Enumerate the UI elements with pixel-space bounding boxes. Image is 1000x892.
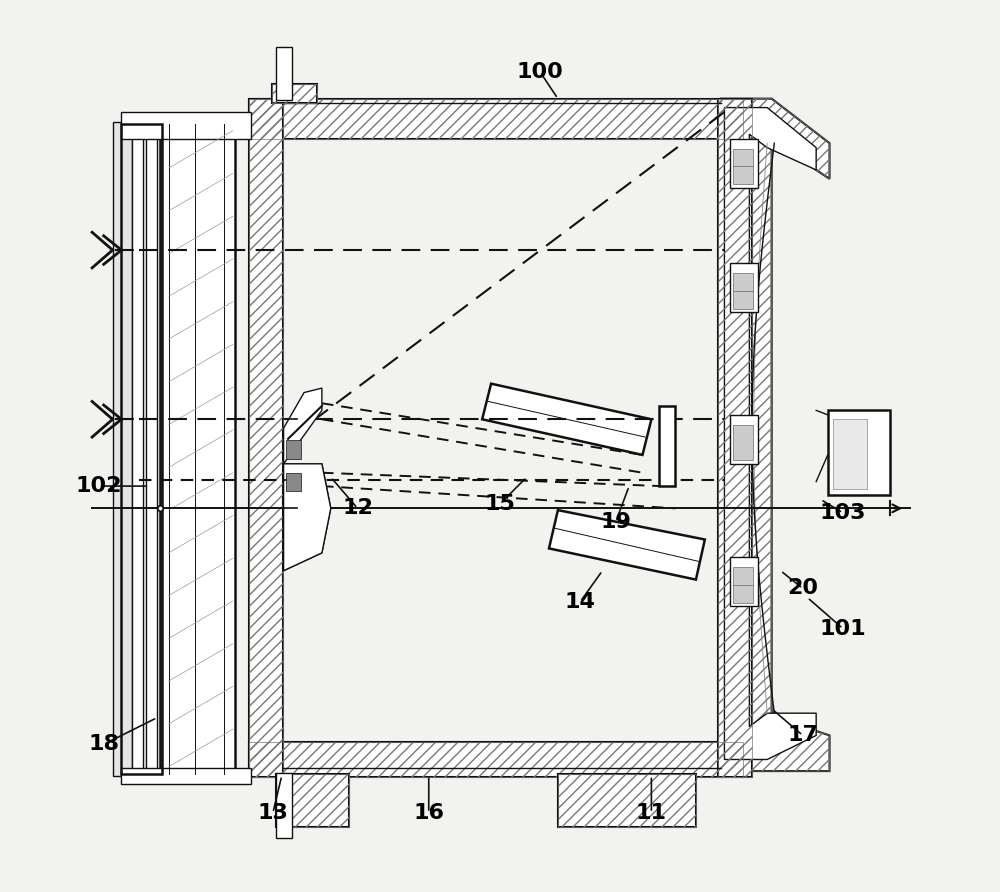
Polygon shape — [724, 108, 816, 759]
Bar — [730, 415, 758, 464]
Text: 103: 103 — [820, 503, 866, 523]
Bar — [730, 139, 758, 187]
Bar — [828, 410, 890, 495]
Bar — [276, 772, 292, 838]
Bar — [833, 419, 867, 489]
Polygon shape — [549, 510, 705, 580]
Text: 13: 13 — [257, 803, 288, 823]
Bar — [733, 567, 753, 603]
Bar — [659, 406, 675, 486]
Text: 11: 11 — [636, 803, 667, 823]
Text: 12: 12 — [342, 499, 373, 518]
Bar — [558, 773, 696, 827]
Bar — [249, 99, 283, 777]
Polygon shape — [284, 464, 331, 571]
Bar — [249, 99, 743, 139]
Polygon shape — [482, 384, 651, 455]
Bar — [733, 425, 753, 460]
Polygon shape — [284, 388, 322, 464]
Bar — [121, 768, 251, 784]
Text: 100: 100 — [517, 62, 563, 82]
Bar — [733, 273, 753, 309]
Bar — [249, 99, 743, 139]
Text: 16: 16 — [413, 803, 444, 823]
Bar — [121, 112, 251, 139]
Text: 17: 17 — [787, 725, 818, 746]
Bar — [276, 773, 349, 827]
Bar — [730, 263, 758, 312]
Bar — [160, 124, 235, 773]
Bar — [718, 99, 752, 777]
Polygon shape — [721, 99, 830, 771]
Bar — [733, 149, 753, 184]
Text: 102: 102 — [76, 476, 122, 496]
Bar — [286, 440, 301, 459]
Bar — [286, 473, 301, 491]
Bar — [249, 99, 283, 777]
Bar — [132, 124, 143, 773]
Polygon shape — [284, 464, 331, 571]
Text: 15: 15 — [485, 494, 515, 514]
Bar — [276, 773, 349, 827]
Bar — [249, 741, 743, 777]
Text: 18: 18 — [88, 734, 119, 755]
Text: 20: 20 — [787, 579, 818, 599]
Bar — [272, 84, 317, 103]
Bar — [558, 773, 696, 827]
Bar — [730, 558, 758, 607]
Bar — [718, 99, 752, 777]
Text: 19: 19 — [600, 512, 631, 532]
Bar — [113, 122, 132, 775]
Bar — [249, 741, 743, 777]
Bar — [146, 124, 157, 773]
Text: 14: 14 — [565, 592, 596, 612]
Text: 101: 101 — [820, 618, 866, 639]
Bar — [121, 124, 162, 773]
Bar — [272, 84, 317, 103]
Bar — [276, 47, 292, 101]
